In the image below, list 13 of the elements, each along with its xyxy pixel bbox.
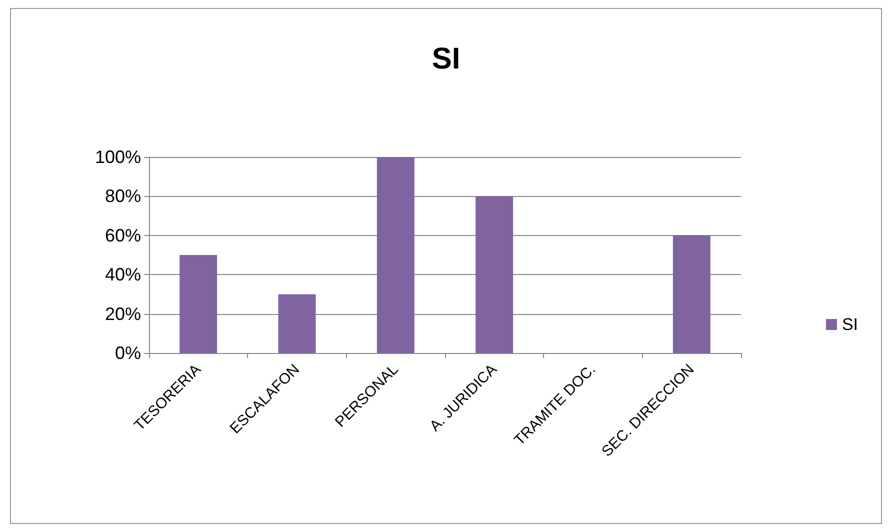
bar [672, 235, 710, 353]
y-tick-label: 100% [94, 147, 141, 167]
bar [376, 157, 414, 353]
y-tick-label: 40% [104, 264, 141, 285]
chart-title: SI [432, 42, 460, 76]
y-tick-label: 80% [104, 186, 141, 206]
legend-label: SI [842, 315, 858, 334]
y-tick-label: 20% [104, 304, 141, 324]
y-tick-label: 0% [114, 343, 141, 363]
y-tick-label: 60% [104, 225, 141, 246]
bar [180, 255, 218, 353]
bar [278, 294, 316, 353]
bar [476, 196, 514, 353]
